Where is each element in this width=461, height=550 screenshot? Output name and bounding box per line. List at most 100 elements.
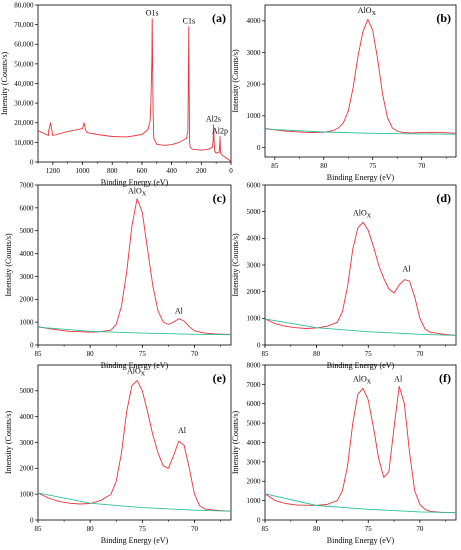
- x-axis-label: Binding Energy (eV): [327, 361, 395, 370]
- plot-frame: [37, 4, 232, 163]
- x-tick-label: 85: [35, 525, 43, 533]
- x-axis-label: Binding Energy (eV): [327, 173, 395, 182]
- y-tick-label: 7000: [247, 381, 262, 389]
- y-tick-label: 10,000: [14, 139, 34, 147]
- y-tick-label: 4000: [247, 439, 262, 447]
- y-tick-label: 1000: [20, 491, 35, 499]
- y-axis-label: Intensity (Counts/s): [231, 49, 240, 113]
- x-axis-label: Binding Energy (eV): [101, 361, 169, 370]
- y-tick-label: 5000: [247, 208, 262, 216]
- y-tick-label: 60,000: [14, 41, 34, 49]
- y-tick-label: 8000: [247, 361, 262, 369]
- x-tick-label: 75: [139, 350, 147, 358]
- y-tick-label: 3000: [247, 261, 262, 269]
- y-tick-label: 5000: [20, 387, 35, 395]
- peak-annotation: O1s: [146, 9, 159, 18]
- plot-frame: [264, 364, 457, 521]
- x-tick-label: 80: [87, 525, 95, 533]
- y-tick-label: 0: [257, 516, 261, 524]
- spectrum-line: [38, 18, 231, 162]
- x-tick-label: 70: [416, 350, 424, 358]
- y-tick-label: 7000: [20, 181, 35, 189]
- peak-annotation: AlOX: [358, 6, 377, 17]
- x-tick-label: 75: [369, 162, 377, 170]
- y-tick-label: 2000: [247, 478, 262, 486]
- y-tick-label: 2000: [247, 288, 262, 296]
- y-tick-label: 4000: [20, 413, 35, 421]
- y-axis-label: Intensity (Counts/s): [4, 411, 13, 475]
- y-tick-label: 5000: [247, 420, 262, 428]
- panel-e: 85 80 75 70 0 1000 2000 3000 4000 5000 Binding Ene…: [4, 364, 232, 545]
- spectrum-line: [265, 221, 456, 336]
- y-tick-label: 1000: [20, 319, 35, 327]
- spectrum-line: [265, 18, 456, 134]
- x-tick-label: 80: [87, 350, 95, 358]
- y-tick-label: 4000: [247, 17, 262, 25]
- y-tick-label: 2000: [20, 296, 35, 304]
- x-tick-label: 0: [229, 167, 233, 175]
- x-tick-label: 600: [137, 167, 148, 175]
- panel-label: (d): [436, 191, 451, 205]
- x-tick-label: 80: [313, 350, 321, 358]
- x-tick-label: 75: [365, 525, 373, 533]
- x-tick-label: 200: [196, 167, 207, 175]
- y-tick-label: 1000: [247, 497, 262, 505]
- panel-label: (b): [436, 11, 451, 25]
- peak-annotation: C1s: [183, 17, 195, 26]
- panel-b: 85 80 75 70 0 1000 2000 3000 4000 Binding Energy …: [231, 4, 457, 182]
- y-axis-label: Intensity (Counts/s): [0, 52, 9, 116]
- y-tick-label: 3000: [20, 439, 35, 447]
- panel-label: (e): [213, 371, 226, 385]
- y-tick-label: 80,000: [14, 1, 34, 9]
- y-tick-label: 4000: [247, 235, 262, 243]
- background-line: [38, 326, 231, 336]
- spectrum-line: [38, 380, 231, 512]
- plot-frame: [37, 364, 232, 521]
- y-tick-label: 6000: [20, 204, 35, 212]
- panel-f: 85 80 75 70 0 1000 2000 3000 4000 5000 6000 7000 800…: [231, 361, 457, 545]
- y-tick-label: 4000: [20, 250, 35, 258]
- peak-annotation: Al2p: [212, 126, 228, 135]
- background-line: [38, 492, 231, 512]
- peak-annotation: Al2s: [206, 115, 221, 124]
- spectrum-line: [38, 198, 231, 335]
- x-tick-label: 85: [262, 350, 270, 358]
- x-axis-label: Binding Energy (eV): [327, 536, 395, 545]
- y-tick-label: 3000: [20, 273, 35, 281]
- y-tick-label: 20,000: [14, 119, 34, 127]
- y-tick-label: 0: [257, 341, 261, 349]
- y-axis-label: Intensity (Counts/s): [4, 233, 13, 297]
- y-tick-label: 30,000: [14, 100, 34, 108]
- y-tick-label: 1000: [247, 112, 262, 120]
- x-axis-label: Binding Energy (eV): [101, 536, 169, 545]
- y-tick-label: 3000: [247, 49, 262, 57]
- peak-annotation: AlOX: [128, 186, 147, 197]
- peak-annotation: Al: [175, 306, 184, 315]
- x-tick-label: 1000: [76, 167, 91, 175]
- x-tick-label: 85: [271, 162, 279, 170]
- peak-annotation: Al: [178, 426, 187, 435]
- y-tick-label: 1000: [247, 315, 262, 323]
- y-tick-label: 6000: [247, 400, 262, 408]
- y-axis-label: Intensity (Counts/s): [231, 233, 240, 297]
- x-tick-label: 70: [418, 162, 426, 170]
- x-tick-label: 75: [365, 350, 373, 358]
- y-tick-label: 2000: [247, 81, 262, 89]
- y-tick-label: 5000: [20, 227, 35, 235]
- y-axis-label: Intensity (Counts/s): [231, 411, 240, 475]
- panel-label: (a): [212, 11, 226, 25]
- peak-annotation: AlOX: [353, 374, 372, 385]
- panel-label: (c): [213, 191, 226, 205]
- x-axis-label: Binding Energy (eV): [101, 178, 169, 187]
- y-tick-label: 50,000: [14, 60, 34, 68]
- y-tick-label: 3000: [247, 458, 262, 466]
- background-line: [265, 128, 456, 135]
- peak-annotation: AlOX: [127, 367, 146, 378]
- x-tick-label: 800: [107, 167, 118, 175]
- x-tick-label: 80: [320, 162, 328, 170]
- y-tick-label: 0: [30, 341, 34, 349]
- panel-d: 85 80 75 70 0 1000 2000 3000 4000 5000 6000 Binding…: [231, 181, 457, 370]
- x-tick-label: 70: [191, 350, 199, 358]
- x-tick-label: 85: [35, 350, 43, 358]
- y-tick-label: 2000: [20, 465, 35, 473]
